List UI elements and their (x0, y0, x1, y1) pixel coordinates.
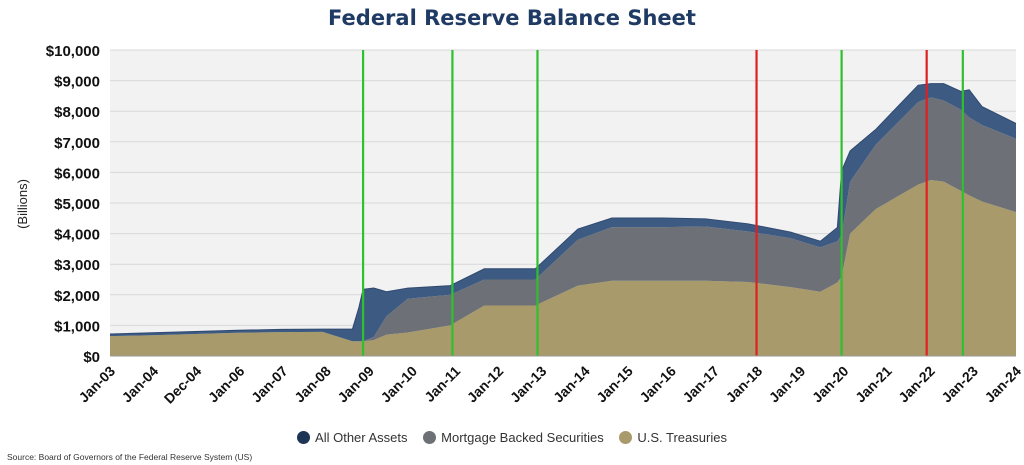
legend-swatch-icon (297, 431, 311, 444)
x-tick-label: Jan-07 (248, 363, 291, 406)
y-tick-label: $0 (83, 349, 100, 366)
area-mortgage-backed-securities (110, 97, 1016, 342)
x-tick-label: Jan-20 (809, 363, 852, 406)
y-tick-label: $3,000 (54, 257, 100, 274)
x-tick-label: Jan-14 (550, 363, 593, 406)
x-tick-label: Jan-22 (895, 363, 938, 406)
x-tick-label: Jan-06 (205, 363, 248, 406)
source-note: Source: Board of Governors of the Federa… (7, 452, 253, 462)
y-tick-label: $4,000 (54, 227, 100, 244)
x-tick-label: Jan-16 (636, 363, 679, 406)
y-tick-label: $8,000 (54, 104, 100, 121)
data-areas (109, 83, 1017, 356)
x-tick-label: Jan-04 (119, 363, 162, 406)
x-tick-label: Jan-03 (75, 363, 118, 406)
x-tick-label: Jan-12 (464, 363, 507, 406)
y-tick-label: $1,000 (54, 318, 100, 335)
area-u-s-treasuries (110, 180, 1016, 356)
x-tick-label: Jan-17 (679, 363, 722, 406)
x-tick-label: Dec-04 (161, 363, 205, 407)
x-tick-label: Jan-11 (421, 363, 463, 405)
x-tick-label: Jan-15 (593, 363, 636, 406)
y-tick-label: $7,000 (54, 135, 100, 152)
legend-label: All Other Assets (315, 430, 408, 445)
legend-swatch-icon (619, 431, 633, 444)
x-tick-label: Jan-23 (938, 363, 981, 406)
x-tick-label: Jan-18 (723, 363, 766, 406)
legend-label: Mortgage Backed Securities (441, 430, 604, 445)
x-tick-label: Jan-08 (291, 363, 334, 406)
legend-item-treasuries: U.S. Treasuries (619, 430, 727, 445)
total-outline (109, 83, 1017, 335)
legend-swatch-icon (423, 431, 437, 444)
legend: All Other Assets Mortgage Backed Securit… (0, 430, 1024, 447)
x-tick-label: Jan-09 (334, 363, 377, 406)
y-tick-label: $10,000 (46, 43, 100, 60)
x-tick-label: Jan-21 (852, 363, 895, 406)
y-tick-label: $5,000 (54, 196, 100, 213)
chart-title: Federal Reserve Balance Sheet (328, 6, 696, 30)
y-tick-label: $6,000 (54, 165, 100, 182)
legend-item-mbs: Mortgage Backed Securities (423, 430, 604, 445)
y-tick-label: $9,000 (54, 74, 100, 91)
y-axis-label: (Billions) (15, 179, 30, 229)
x-tick-label: Jan-13 (507, 363, 550, 406)
x-tick-label: Jan-19 (766, 363, 809, 406)
legend-item-other-assets: All Other Assets (297, 430, 408, 445)
x-tick-label: Jan-24 (981, 363, 1024, 406)
event-lines (361, 50, 964, 356)
x-tick-label: Jan-10 (377, 363, 420, 406)
legend-label: U.S. Treasuries (637, 430, 727, 445)
y-tick-label: $2,000 (54, 288, 100, 305)
